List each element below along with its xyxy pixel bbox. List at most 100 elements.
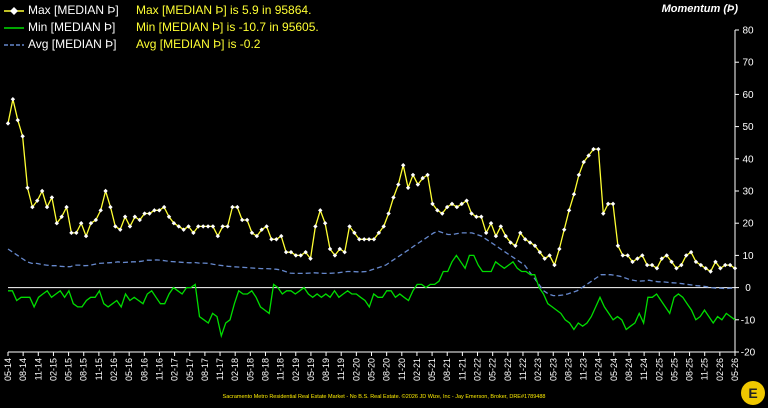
y-tick-label: 30 [742, 187, 754, 198]
data-point-max [230, 204, 235, 210]
y-tick-label: -20 [741, 348, 756, 359]
legend-label-max: Max [MEDIAN Þ] [28, 3, 119, 17]
data-point-max [78, 221, 84, 226]
x-tick-label: 05-21 [427, 358, 437, 381]
x-tick-label: 08-16 [139, 358, 149, 381]
data-point-max [69, 230, 74, 236]
x-tick-label: 02-21 [412, 358, 422, 381]
data-point-max [205, 224, 211, 229]
data-point-max [581, 159, 586, 165]
data-point-max [610, 201, 616, 207]
data-point-max [464, 198, 469, 203]
data-point-max [381, 224, 386, 229]
data-point-max [498, 224, 503, 229]
data-point-max [649, 262, 655, 268]
data-point-max [98, 208, 103, 213]
x-tick-label: 02-17 [170, 358, 180, 381]
legend-stat-max: Max [MEDIAN Þ] is 5.9 in 95864. [136, 3, 312, 17]
data-point-max [337, 246, 342, 252]
y-tick-label: 50 [742, 122, 754, 133]
data-point-max [723, 262, 728, 268]
data-point-max [244, 217, 250, 223]
data-point-max [113, 224, 118, 229]
data-point-max [635, 256, 640, 261]
data-point-max [152, 208, 157, 213]
data-point-max [727, 262, 733, 268]
legend-item-max[interactable]: Max [MEDIAN Þ] Max [MEDIAN Þ] is 5.9 in … [4, 2, 319, 19]
legend-item-min[interactable]: Min [MEDIAN Þ] Min [MEDIAN Þ] is -10.7 i… [4, 19, 319, 36]
legend: Max [MEDIAN Þ] Max [MEDIAN Þ] is 5.9 in … [4, 2, 319, 53]
x-tick-label: 11-17 [215, 358, 225, 380]
data-point-max [137, 217, 142, 223]
data-point-max [557, 246, 562, 252]
data-point-max [664, 253, 669, 258]
x-tick-label: 05-25 [669, 358, 679, 381]
x-tick-label: 02-20 [351, 358, 361, 381]
data-point-max [235, 204, 240, 210]
data-point-max [74, 230, 79, 236]
data-point-max [30, 204, 35, 210]
data-point-max [488, 221, 494, 226]
data-point-max [430, 201, 435, 207]
data-point-max [352, 230, 357, 236]
data-point-max [142, 211, 147, 216]
data-point-max [15, 117, 20, 123]
data-point-max [186, 224, 191, 229]
footer-credit: Sacramento Metro Residential Real Estate… [222, 394, 546, 400]
brand-logo-icon[interactable]: E [741, 381, 765, 405]
data-point-max [93, 217, 99, 223]
data-point-max [357, 237, 362, 242]
data-point-max [332, 253, 338, 258]
data-point-max [410, 172, 416, 178]
legend-stat-avg: Avg [MEDIAN Þ] is -0.2 [136, 37, 261, 51]
x-tick-label: 11-20 [397, 358, 407, 380]
x-tick-label: 05-24 [609, 358, 619, 381]
x-tick-label: 05-26 [730, 358, 740, 381]
data-point-max [605, 201, 611, 207]
y-tick-label: 70 [742, 58, 754, 69]
data-point-max [20, 134, 25, 139]
legend-swatch-max [4, 5, 24, 17]
x-tick-label: 11-22 [518, 358, 528, 380]
data-point-max [108, 204, 113, 210]
chart-title: Momentum (Þ) [661, 3, 738, 15]
series-line-min [8, 254, 736, 339]
x-tick-label: 02-25 [654, 358, 664, 381]
x-tick-label: 11-19 [336, 358, 346, 380]
data-point-max [591, 146, 596, 152]
data-point-max [532, 243, 538, 248]
data-point-max [483, 230, 489, 236]
y-tick-label: 40 [742, 154, 754, 165]
x-tick-label: 11-15 [94, 358, 104, 380]
x-tick-label: 05-14 [3, 358, 13, 381]
data-point-max [425, 172, 430, 178]
data-point-max [264, 224, 269, 229]
data-point-max [718, 266, 723, 271]
data-point-max [35, 198, 40, 203]
data-point-max [576, 172, 582, 178]
data-point-max [469, 211, 474, 216]
data-point-max [342, 249, 347, 255]
data-point-max [298, 253, 303, 258]
data-point-max [240, 217, 245, 223]
data-point-max [10, 97, 16, 102]
data-point-max [527, 240, 533, 245]
data-point-max [225, 224, 230, 229]
x-tick-label: 05-15 [64, 358, 74, 381]
data-point-max [313, 224, 318, 229]
data-point-max [547, 253, 552, 258]
data-point-max [5, 121, 11, 126]
data-point-max [732, 266, 738, 271]
data-point-max [196, 224, 201, 229]
data-point-max [493, 233, 499, 239]
x-tick-label: 11-14 [33, 358, 43, 380]
y-axis: -20 -10 0 10 20 30 40 50 60 70 80 [8, 26, 756, 359]
data-point-max [274, 237, 279, 242]
x-tick-label: 11-24 [639, 358, 649, 380]
legend-item-avg[interactable]: Avg [MEDIAN Þ] Avg [MEDIAN Þ] is -0.2 [4, 36, 319, 53]
data-point-max [59, 214, 64, 219]
data-point-max [54, 221, 59, 226]
data-point-max [518, 230, 523, 236]
data-point-max [644, 262, 650, 268]
data-point-max [254, 233, 260, 239]
